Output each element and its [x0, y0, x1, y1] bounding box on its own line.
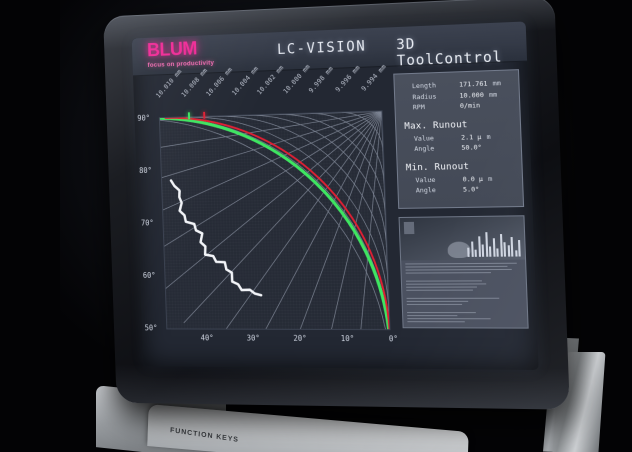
measurement-info-panel: Length 171.761 mm Radius 10.000 mm RPM 0/min Ma…	[393, 69, 525, 209]
x-tick-0: 40°	[200, 333, 214, 343]
min-runout-value: 5.0°	[462, 185, 480, 194]
x-tick-1: 30°	[246, 333, 260, 343]
y-tick-4: 50°	[144, 323, 158, 333]
measurement-unit: mm	[488, 89, 498, 99]
y-tick-1: 80°	[139, 166, 152, 176]
min-runout-title: Min. Runout	[405, 161, 470, 173]
max-runout-title: Max. Runout	[404, 119, 468, 132]
blum-logo: BLUM focus on productivity	[147, 39, 214, 69]
product-title: LC-VISION	[276, 38, 367, 59]
min-runout-value: 0.0 µ	[462, 174, 484, 183]
grid-arc-7	[160, 111, 390, 329]
x-axis-tick-labels: 40° 30° 20° 10° 0°	[166, 329, 399, 352]
machine-keypad-panel[interactable]	[147, 404, 469, 452]
doc-logo-mark-icon	[403, 221, 415, 235]
doc-preview-image	[399, 216, 526, 261]
grid-ray-15	[160, 111, 385, 194]
doc-text-lines	[401, 260, 527, 328]
max-runout-unit: m	[486, 132, 491, 141]
plot-svg	[160, 111, 390, 329]
red-tolerance-marker	[203, 111, 206, 119]
monitor-bezel: BLUM focus on productivity LC-VISION 3D …	[103, 0, 570, 410]
radial-tick-8: 9.994 mm	[359, 62, 388, 93]
y-tick-3: 60°	[142, 271, 156, 280]
radial-tick-7: 9.996 mm	[333, 63, 362, 94]
radial-tick-6: 9.998 mm	[307, 64, 335, 95]
measurement-key: RPM	[412, 102, 425, 112]
brand-name: BLUM	[146, 38, 198, 62]
measurement-unit: mm	[492, 79, 502, 88]
plot-area[interactable]	[158, 110, 391, 331]
display-screen: BLUM focus on productivity LC-VISION 3D …	[131, 21, 539, 370]
radial-tick-labels: 10.010 mm 10.008 mm 10.006 mm 10.004 mm 10.0…	[133, 62, 389, 118]
y-tick-2: 70°	[140, 218, 154, 228]
x-tick-2: 20°	[293, 333, 307, 343]
max-runout-values: Value 2.1 µ m Angle 50.0°	[405, 131, 513, 155]
measurement-value: 0/min	[459, 101, 481, 111]
bezel-bottom-highlight	[115, 364, 570, 410]
grid-ray-52.5	[204, 111, 389, 329]
grid-arc-6	[160, 111, 390, 329]
doc-bar-chart-icon	[467, 230, 521, 257]
basic-measurements: Length 171.761 mm Radius 10.000 mm RPM 0/min	[403, 78, 511, 114]
min-runout-row: Angle 5.0°	[406, 184, 514, 197]
min-runout-unit: m	[487, 174, 493, 183]
measurement-row: RPM 0/min	[403, 99, 511, 113]
measurement-value: 10.000	[459, 90, 484, 100]
measured-contour-curve	[171, 179, 261, 296]
lower-tolerance-curve	[165, 111, 389, 329]
document-preview-panel[interactable]	[398, 215, 529, 329]
max-runout-row: Angle 50.0°	[405, 141, 513, 154]
polar-chart: 10.010 mm 10.008 mm 10.006 mm 10.004 mm 10.0…	[133, 62, 399, 369]
max-runout-value: 50.0°	[461, 143, 482, 152]
max-runout-key: Angle	[414, 144, 435, 153]
max-runout-value: 2.1 µ	[460, 132, 482, 142]
grid-ray-37.5	[160, 111, 388, 294]
upper-tolerance-curve	[160, 111, 390, 329]
y-tick-0: 90°	[137, 113, 151, 123]
green-tolerance-marker	[187, 112, 191, 120]
min-runout-key: Angle	[415, 185, 436, 195]
min-runout-values: Value 0.0 µ m Angle 5.0°	[406, 173, 514, 196]
module-title: 3D ToolControl	[395, 36, 503, 70]
x-tick-4: 0°	[388, 334, 399, 344]
x-tick-3: 10°	[340, 334, 355, 344]
